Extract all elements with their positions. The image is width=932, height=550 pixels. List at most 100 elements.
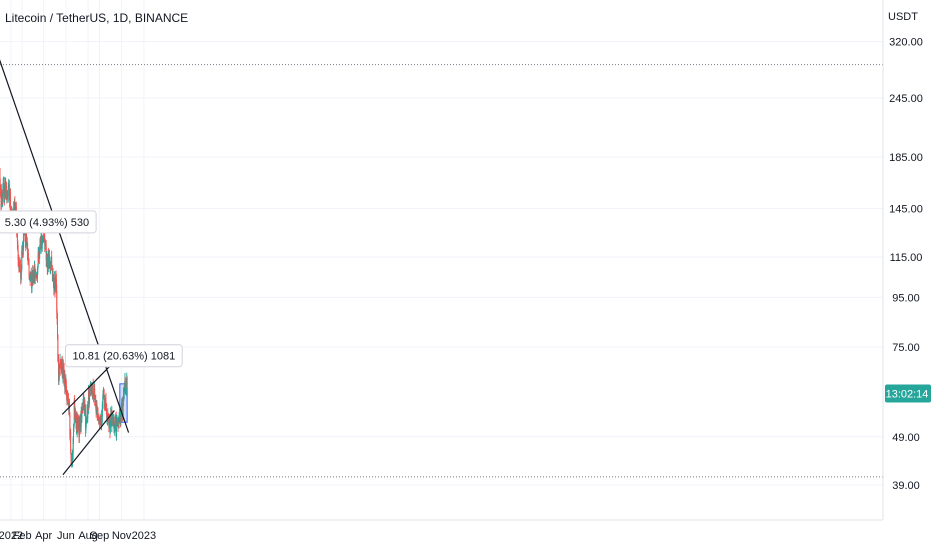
candle-body[interactable] [72, 438, 74, 454]
grid-layer [0, 0, 883, 520]
candle-body[interactable] [58, 365, 60, 378]
candle-body[interactable] [16, 232, 18, 243]
candle-body[interactable] [94, 389, 96, 400]
plot-background [0, 0, 883, 520]
candle-body[interactable] [103, 394, 105, 396]
candle-body[interactable] [109, 423, 111, 433]
candle-body[interactable] [126, 378, 128, 384]
candle-body[interactable] [9, 193, 11, 213]
chart-title: Litecoin / TetherUS, 1D, BINANCE [5, 11, 188, 25]
candle-body[interactable] [22, 247, 24, 256]
candle-body[interactable] [76, 413, 78, 433]
time-tick-label: Apr [35, 530, 52, 542]
candle-body[interactable] [61, 361, 63, 370]
candle-body[interactable] [85, 409, 87, 430]
time-tick-label: Sep [90, 530, 110, 542]
measure-label-text: 10.81 (20.63%) 1081 [72, 351, 175, 363]
candle-body[interactable] [35, 270, 37, 275]
candle-body[interactable] [85, 420, 87, 425]
candle-body[interactable] [103, 394, 105, 399]
candle-body[interactable] [41, 241, 43, 249]
candle-body[interactable] [8, 184, 10, 200]
candle-body[interactable] [101, 404, 103, 417]
candle-body[interactable] [64, 373, 66, 389]
candle-body[interactable] [39, 240, 41, 250]
candle-body[interactable] [70, 431, 72, 451]
candle-body[interactable] [92, 384, 94, 395]
candle-body[interactable] [87, 407, 89, 419]
candle-body[interactable] [79, 421, 81, 428]
price-tick-label: 49.00 [892, 432, 920, 444]
candle-body[interactable] [124, 377, 126, 388]
candle-body[interactable] [84, 399, 86, 413]
price-tick-label: 95.00 [892, 292, 920, 304]
candle-body[interactable] [46, 256, 48, 261]
candle-body[interactable] [69, 403, 71, 416]
horizontal-levels [0, 64, 883, 478]
price-tick-label: 115.00 [890, 252, 923, 264]
candle-body[interactable] [21, 250, 23, 269]
candle-body[interactable] [106, 409, 108, 419]
candle-body[interactable] [105, 399, 107, 407]
candle-body[interactable] [40, 236, 42, 248]
price-tick-label: 145.00 [889, 203, 923, 215]
candle-body[interactable] [56, 290, 58, 314]
candle-body[interactable] [116, 420, 118, 436]
candle-body[interactable] [42, 240, 44, 242]
last-price-tag-text: 13:02:14 [886, 389, 929, 401]
candle-body[interactable] [39, 240, 41, 244]
price-tick-label: 245.00 [889, 93, 923, 105]
candle-body[interactable] [118, 414, 120, 424]
candle-body[interactable] [27, 252, 29, 264]
candle-body[interactable] [37, 265, 39, 270]
candle-body[interactable] [4, 181, 6, 198]
candle-body[interactable] [19, 266, 21, 268]
candle-body[interactable] [108, 420, 110, 428]
time-tick-label: Nov [112, 530, 132, 542]
time-axis[interactable] [0, 520, 932, 550]
channel-lower-line[interactable] [62, 410, 115, 476]
candle-body[interactable] [5, 181, 7, 183]
candle-body[interactable] [57, 334, 59, 361]
measure-label: 5.30 (4.93%) 530 [0, 210, 97, 234]
price-tick-label: 39.00 [892, 480, 920, 492]
candle-body[interactable] [19, 259, 21, 272]
candle-body[interactable] [59, 358, 61, 366]
candle-body[interactable] [0, 204, 2, 207]
time-tick-label: Feb [13, 530, 32, 542]
candle-body[interactable] [28, 263, 30, 277]
price-tick-label: 320.00 [889, 37, 923, 49]
last-price-tag[interactable] [885, 384, 931, 403]
candle-body[interactable] [62, 363, 64, 369]
candle-body[interactable] [69, 415, 71, 436]
time-tick-label: Jun [57, 530, 75, 542]
measure-annotations: 5.30 (4.93%) 530 10.81 (20.63%) 1081 [0, 210, 183, 368]
candle-body[interactable] [39, 249, 41, 259]
price-tick-label: 75.00 [892, 342, 920, 354]
candle-body[interactable] [51, 257, 53, 268]
measure-label: 10.81 (20.63%) 1081 [64, 344, 183, 368]
candle-body[interactable] [18, 260, 20, 269]
candle-body[interactable] [48, 256, 50, 268]
measure-label-box [64, 344, 183, 368]
candle-body[interactable] [26, 235, 28, 242]
candle-body[interactable] [7, 191, 9, 195]
candle-body[interactable] [32, 273, 34, 281]
candle-body[interactable] [67, 398, 69, 404]
candle-body[interactable] [7, 186, 9, 197]
time-tick-label: Aug [78, 530, 98, 542]
candle-body[interactable] [71, 455, 73, 461]
time-tick-label: 2022 [0, 530, 23, 542]
candle-body[interactable] [65, 380, 67, 392]
candle-body[interactable] [73, 428, 75, 439]
candle-body[interactable] [97, 412, 99, 415]
candle-body[interactable] [56, 319, 58, 335]
candle-body[interactable] [58, 360, 60, 382]
candle-body[interactable] [23, 230, 25, 248]
candle-body[interactable] [122, 401, 124, 416]
candle-body[interactable] [83, 394, 85, 402]
price-axis[interactable] [883, 0, 932, 550]
